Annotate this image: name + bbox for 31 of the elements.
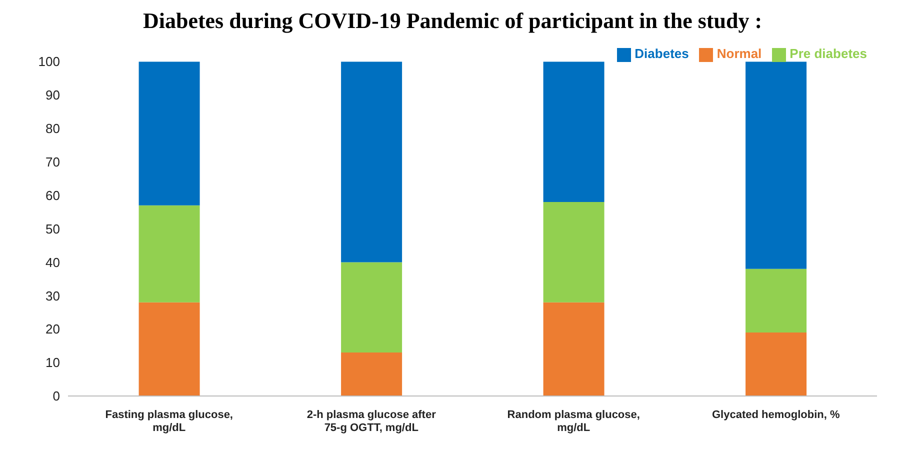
bar: [341, 352, 402, 396]
bar: [543, 302, 604, 396]
bar: [543, 202, 604, 302]
y-tick-label: 40: [46, 254, 60, 270]
y-tick-label: 0: [52, 388, 60, 404]
bar: [341, 62, 402, 262]
bar: [746, 62, 807, 269]
bar: [543, 62, 604, 202]
bar: [138, 205, 200, 302]
y-tick-label: 100: [38, 54, 60, 70]
x-tick-label: Glycated hemoglobin, %: [712, 409, 840, 421]
y-tick-label: 60: [46, 188, 60, 203]
bar: [138, 302, 200, 396]
x-tick-label: Fasting plasma glucose, mg/dL: [105, 409, 234, 434]
y-tick-label: 10: [46, 355, 60, 370]
legend-label: Normal: [716, 46, 762, 61]
legend-label: Pre diabetes: [790, 46, 867, 61]
y-tick-label: 50: [46, 221, 60, 236]
y-tick-label: 20: [46, 322, 60, 337]
bar: [746, 332, 807, 396]
y-tick-label: 90: [46, 88, 60, 103]
bar: [746, 268, 807, 332]
chart-title: Diabetes during COVID-19 Pandemic of participant in the study :: [142, 8, 764, 35]
legend-label: Diabetes: [634, 46, 689, 61]
y-tick-label: 70: [46, 154, 60, 170]
x-tick-label: 2-h plasma glucose after 75-g OGTT, mg/dL: [306, 409, 437, 434]
y-tick-label: 80: [46, 121, 60, 136]
bar: [341, 262, 402, 353]
y-tick-label: 30: [46, 288, 60, 304]
bar: [138, 62, 200, 206]
x-tick-label: Random plasma glucose, mg/dL: [507, 409, 640, 434]
